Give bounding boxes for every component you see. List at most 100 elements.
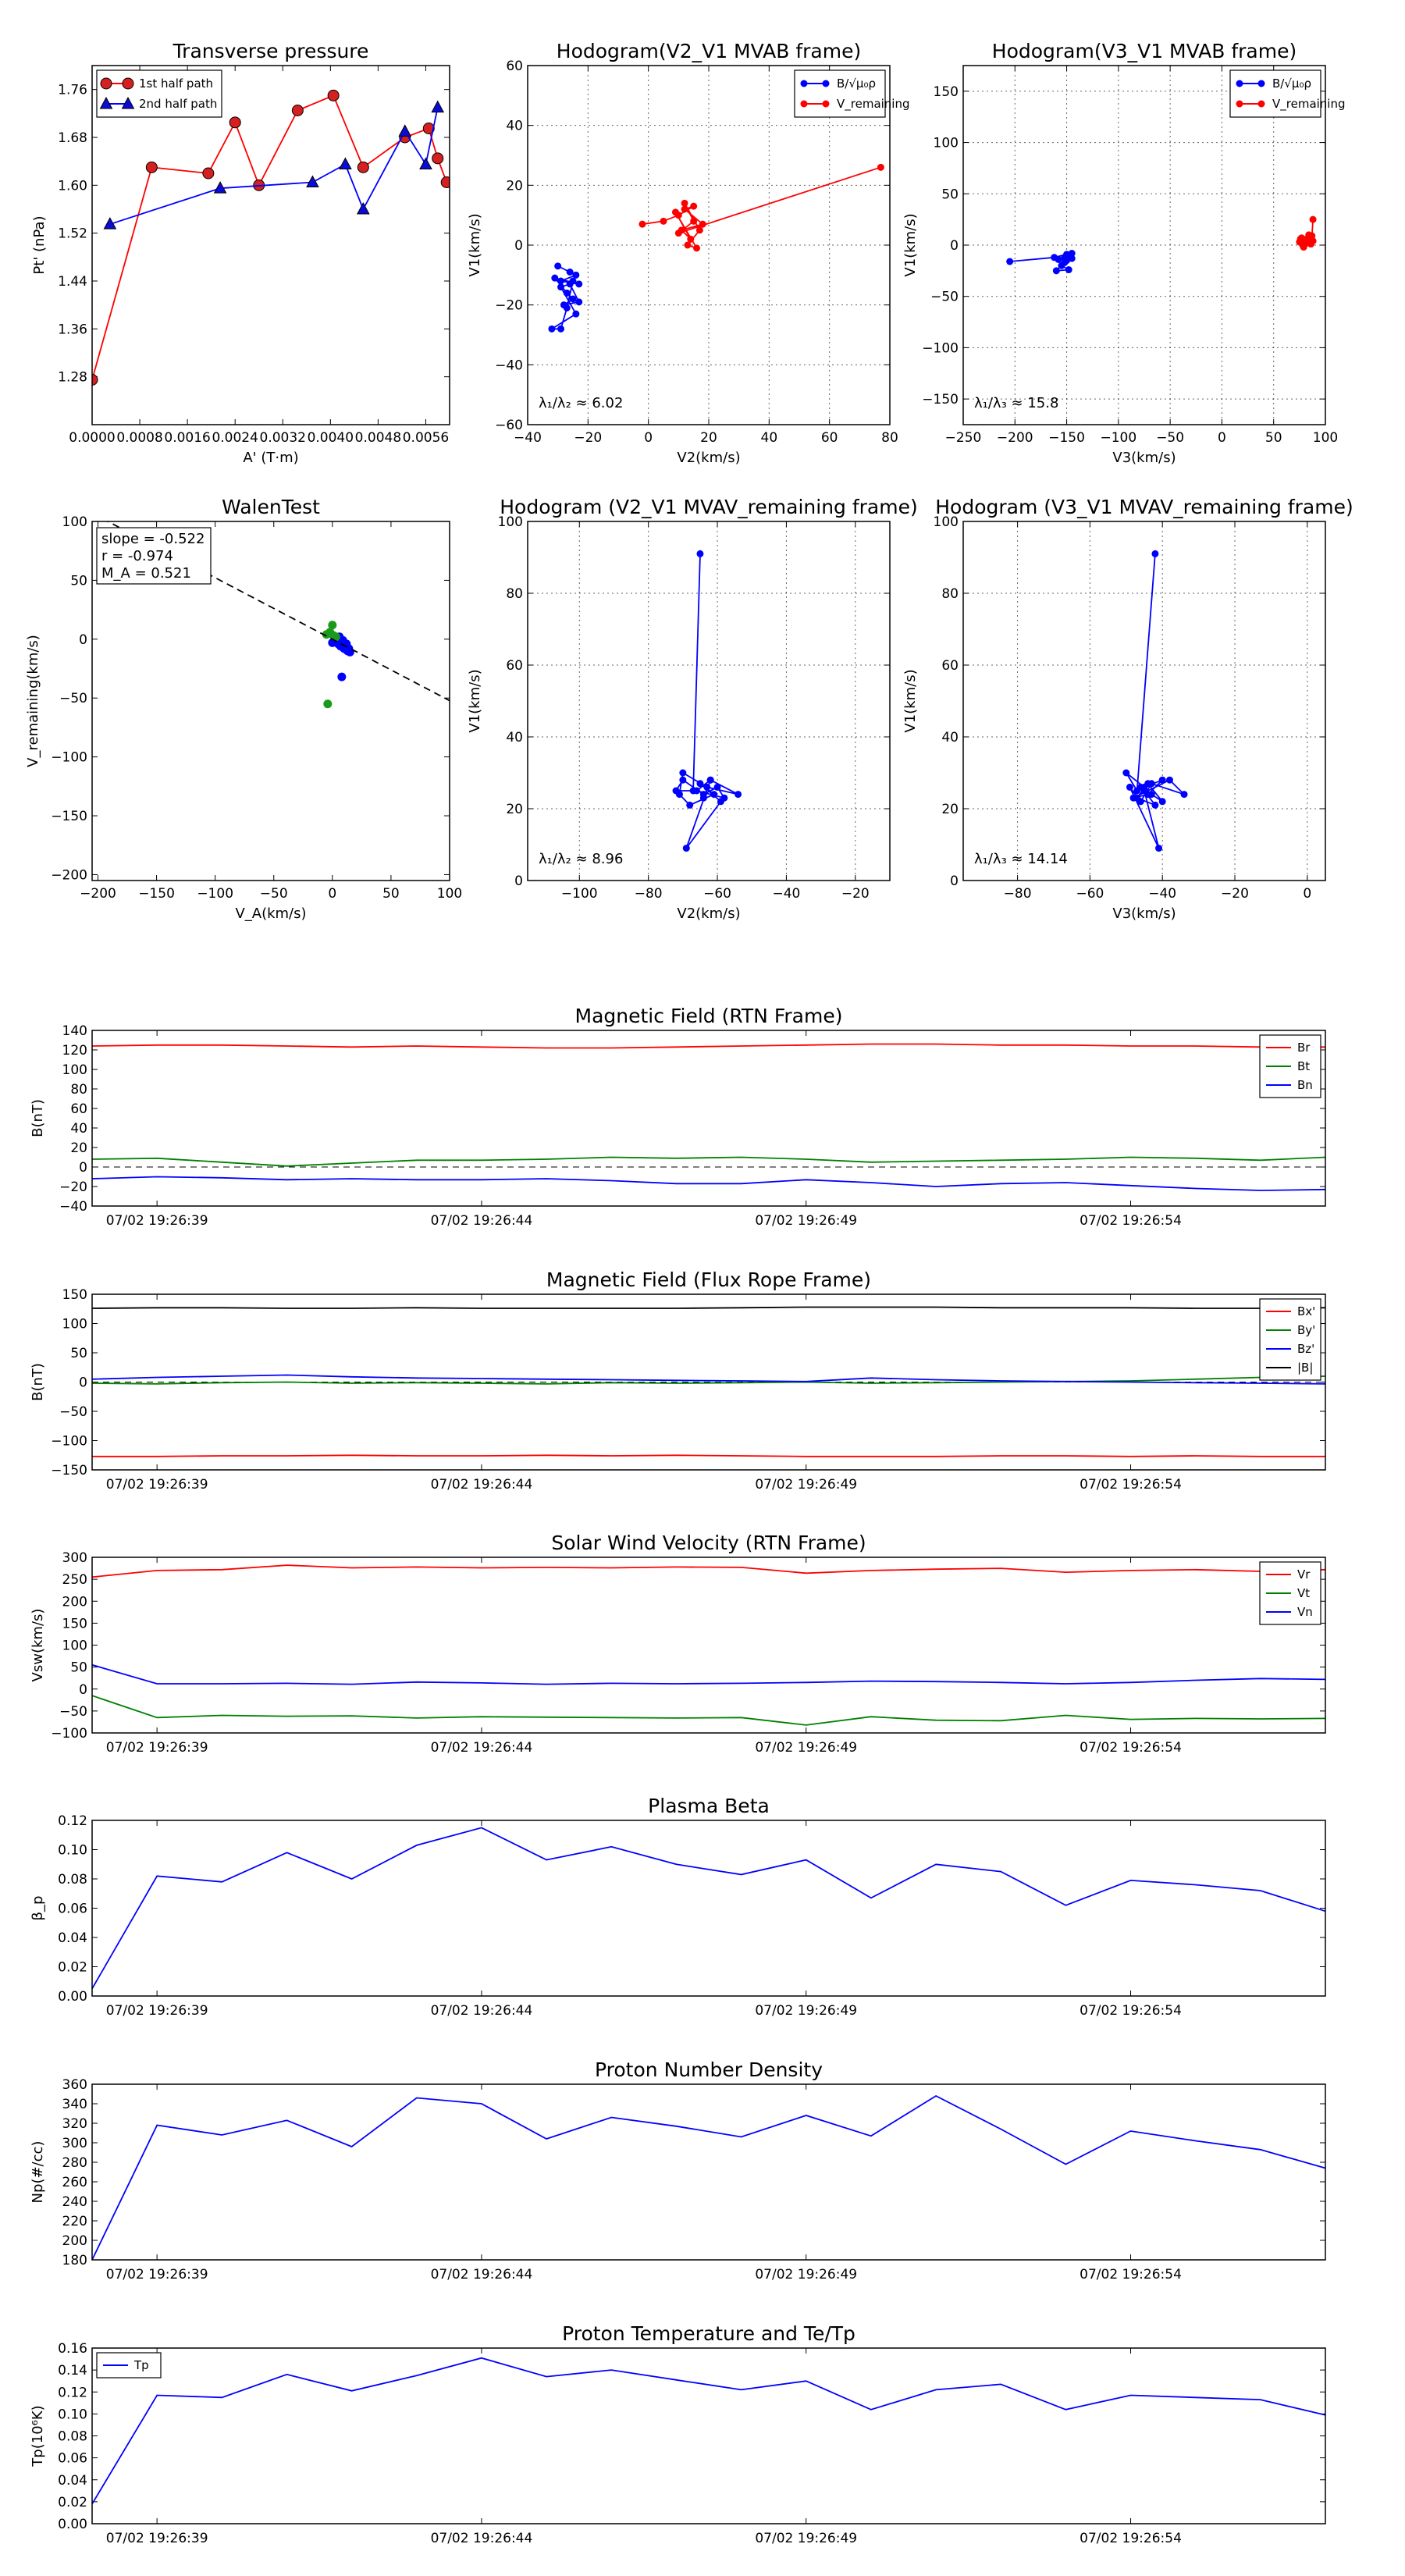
hodogram-v2v1-mvab-plot-area	[548, 163, 884, 333]
solar-wind-velocity-ytick-label: 50	[70, 1660, 87, 1676]
hodogram-v2v1-mvab-xtick-label: 80	[881, 430, 898, 446]
proton-number-density-ytick-label: 280	[62, 2155, 87, 2171]
transverse-pressure-xtick-label: 0.0008	[116, 430, 162, 446]
walen-test-ytick-label: 50	[70, 573, 87, 589]
hodogram-v2v1-mvav-point	[682, 845, 690, 852]
hodogram-v3v1-mvab-annotation: λ₁/λ₃ ≈ 15.8	[974, 395, 1058, 411]
walen-test-ytick-label: −200	[51, 867, 87, 883]
hodogram-v3v1-mvav-point	[1136, 783, 1144, 791]
magnetic-field-rtn-legend-label: Bt	[1297, 1059, 1310, 1073]
solar-wind-velocity-ylabel: Vsw(km/s)	[30, 1609, 46, 1682]
magnetic-field-rtn-ytick-label: 100	[62, 1062, 87, 1078]
walen-test-plot-area	[106, 521, 450, 709]
hodogram-v2v1-mvab-legend-marker	[800, 100, 808, 108]
walen-test-ytick-label: 100	[62, 514, 87, 530]
transverse-pressure-point	[398, 124, 412, 137]
magnetic-field-rtn-ylabel: B(nT)	[30, 1099, 46, 1137]
magnetic-field-rtn-legend-label: Br	[1297, 1041, 1311, 1055]
walen-test-point	[337, 672, 347, 681]
proton-temperature-ytick-label: 0.06	[58, 2451, 87, 2467]
walen-test-xtick-label: −150	[138, 886, 175, 902]
hodogram-v3v1-mvav-xtick-label: −20	[1221, 886, 1249, 902]
proton-temperature-ytick-label: 0.14	[58, 2363, 87, 2379]
hodogram-v3v1-mvav-point	[1165, 776, 1173, 784]
hodogram-v2v1-mvav-point	[735, 791, 742, 799]
magnetic-field-flux-rope-axes-frame	[91, 1293, 1326, 1471]
transverse-pressure-point	[229, 116, 241, 129]
hodogram-v3v1-mvab-xtick-label: −200	[997, 430, 1033, 446]
hodogram-v3v1-mvav-point	[1151, 550, 1159, 557]
magnetic-field-flux-rope-ytick-label: 0	[79, 1375, 87, 1391]
transverse-pressure-xtick-label: 0.0056	[403, 430, 449, 446]
hodogram-v3v1-mvav-point	[1155, 845, 1163, 852]
walen-test-xtick-label: 100	[437, 886, 462, 902]
proton-number-density-xtick-label: 07/02 19:26:49	[755, 2267, 857, 2282]
magnetic-field-rtn-xtick-label: 07/02 19:26:54	[1080, 1213, 1182, 1229]
hodogram-v3v1-mvav-ytick-label: 80	[941, 586, 959, 602]
magnetic-field-rtn-axes-frame	[91, 1030, 1326, 1207]
proton-temperature-chart: Proton Temperature and Te/Tp 0.00 0.02 0.04…	[30, 2322, 1326, 2546]
solar-wind-velocity-ytick-label: 300	[62, 1550, 87, 1566]
hodogram-v2v1-mvab-annotation: λ₁/λ₂ ≈ 6.02	[539, 395, 623, 411]
transverse-pressure-axes-frame	[91, 65, 450, 425]
hodogram-v3v1-mvav-point	[1126, 783, 1133, 791]
hodogram-v3v1-mvab-background	[963, 66, 1325, 425]
hodogram-v2v1-mvav-point	[696, 780, 704, 788]
hodogram-v2v1-mvab-point	[693, 244, 701, 252]
hodogram-v2v1-mvav-xtick-label: −80	[635, 886, 663, 902]
hodogram-v3v1-mvav-point	[1147, 791, 1155, 799]
transverse-pressure-xtick-label: 0.0000	[69, 430, 115, 446]
plasma-beta-chart: Plasma Beta 0.00 0.02 0.04 0.06 0.08 0.10 0.12 0…	[30, 1795, 1326, 2019]
solar-wind-velocity-series-line-2	[91, 1663, 1326, 1685]
walen-test-axes-frame	[91, 521, 450, 881]
hodogram-v2v1-mvab-ytick-label: −60	[495, 418, 523, 433]
transverse-pressure-xtick-label: 0.0040	[308, 430, 354, 446]
hodogram-v2v1-mvab-point	[684, 241, 692, 249]
proton-temperature-xtick-label: 07/02 19:26:39	[106, 2531, 208, 2546]
transverse-pressure-ytick-label: 1.76	[58, 83, 87, 98]
walen-test-point	[331, 632, 340, 642]
hodogram-v2v1-mvav-point	[696, 550, 704, 557]
hodogram-v2v1-mvab-xlabel: V2(km/s)	[677, 450, 740, 466]
transverse-pressure-point	[92, 374, 98, 386]
magnetic-field-flux-rope-chart: Magnetic Field (Flux Rope Frame) −150 −100…	[30, 1268, 1326, 1493]
hodogram-v3v1-mvab-point	[1308, 232, 1316, 240]
walen-test-point	[323, 699, 333, 709]
hodogram-v2v1-mvav-xtick-label: −60	[703, 886, 731, 902]
solar-wind-velocity-series-line-0	[91, 1564, 1326, 1578]
proton-temperature-legend-label: Tp	[133, 2358, 149, 2372]
hodogram-v2v1-mvav-title: Hodogram (V2_V1 MVAV_remaining frame)	[500, 496, 918, 518]
walen-test-chart: WalenTest −200 −150 −100 −50 0 50 100 −200 −150 −1…	[25, 496, 462, 922]
solar-wind-velocity-axes-frame	[91, 1557, 1326, 1734]
hodogram-v3v1-mvab-xtick-label: −50	[1156, 430, 1184, 446]
hodogram-v2v1-mvab-ytick-label: 0	[514, 238, 523, 254]
hodogram-v2v1-mvav-series-line-0	[674, 553, 739, 849]
hodogram-v3v1-mvav-point	[1158, 776, 1166, 784]
hodogram-v2v1-mvab-ylabel: V1(km/s)	[467, 213, 483, 276]
solar-wind-velocity-xtick-label: 07/02 19:26:39	[106, 1740, 208, 1756]
transverse-pressure-point	[213, 181, 227, 194]
hodogram-v2v1-mvab-xtick-label: 20	[700, 430, 717, 446]
transverse-pressure-ytick-label: 1.44	[58, 274, 87, 290]
plasma-beta-xtick-label: 07/02 19:26:39	[106, 2003, 208, 2019]
hodogram-v2v1-mvab-point	[569, 277, 577, 285]
hodogram-v2v1-mvab-point	[660, 217, 667, 225]
hodogram-v3v1-mvab-point	[1055, 255, 1062, 263]
walen-test-stats-line: M_A = 0.521	[101, 565, 191, 582]
hodogram-v2v1-mvab-ytick-label: −20	[495, 298, 523, 314]
hodogram-v2v1-mvab-point	[548, 325, 556, 333]
hodogram-v3v1-mvab-xtick-label: −250	[945, 430, 982, 446]
transverse-pressure-xtick-label: 0.0024	[212, 430, 258, 446]
hodogram-v3v1-mvab-point	[1304, 238, 1311, 246]
magnetic-field-flux-rope-series-line-3	[91, 1306, 1326, 1309]
transverse-pressure-background	[92, 66, 450, 425]
transverse-pressure-ytick-label: 1.52	[58, 226, 87, 242]
proton-number-density-chart: Proton Number Density 180 200 220 240 260 280 3…	[30, 2058, 1326, 2282]
transverse-pressure-point	[327, 89, 340, 101]
magnetic-field-flux-rope-legend-label: Bz'	[1297, 1342, 1314, 1356]
walen-test-xtick-label: 50	[382, 886, 400, 902]
hodogram-v2v1-mvab-point	[569, 295, 577, 303]
hodogram-v3v1-mvav-xlabel: V3(km/s)	[1112, 906, 1176, 922]
proton-temperature-xtick-label: 07/02 19:26:44	[431, 2531, 533, 2546]
solar-wind-velocity-legend-label: Vt	[1297, 1586, 1310, 1600]
